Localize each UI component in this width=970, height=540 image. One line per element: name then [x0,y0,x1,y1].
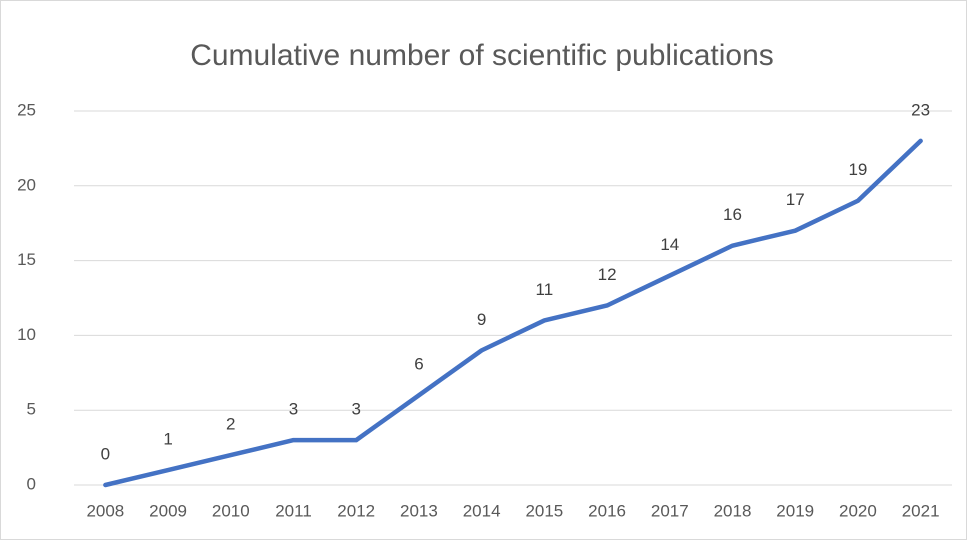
data-label: 12 [598,265,617,284]
x-tick-label: 2020 [839,501,877,520]
x-tick-label: 2019 [776,501,814,520]
data-label: 16 [723,205,742,224]
data-label: 9 [477,310,486,329]
y-tick-label: 0 [27,474,36,493]
x-tick-label: 2011 [275,501,312,520]
y-tick-label: 25 [17,100,36,119]
data-label: 3 [289,400,298,419]
data-label: 0 [101,444,110,463]
x-tick-label: 2015 [525,501,563,520]
data-label: 19 [848,160,867,179]
data-label: 3 [351,400,360,419]
chart-title: Cumulative number of scientific publicat… [190,39,774,72]
y-tick-label: 10 [17,325,36,344]
x-tick-label: 2009 [149,501,187,520]
x-tick-label: 2013 [400,501,438,520]
data-label: 17 [786,190,805,209]
y-tick-label: 20 [17,175,36,194]
x-tick-label: 2008 [86,501,124,520]
y-tick-label: 5 [27,400,36,419]
data-line [103,138,923,488]
data-label: 14 [660,235,679,254]
x-tick-label: 2018 [714,501,752,520]
x-tick-label: 2021 [902,501,940,520]
x-tick-label: 2014 [463,501,501,520]
data-label: 11 [536,280,554,299]
data-label: 1 [163,430,172,449]
x-tick-label: 2012 [337,501,375,520]
x-tick-label: 2017 [651,501,689,520]
x-tick-label: 2016 [588,501,626,520]
x-tick-label: 2010 [212,501,250,520]
data-label: 23 [911,100,930,119]
data-label: 2 [226,415,235,434]
y-tick-label: 15 [17,250,36,269]
data-label: 6 [414,355,423,374]
